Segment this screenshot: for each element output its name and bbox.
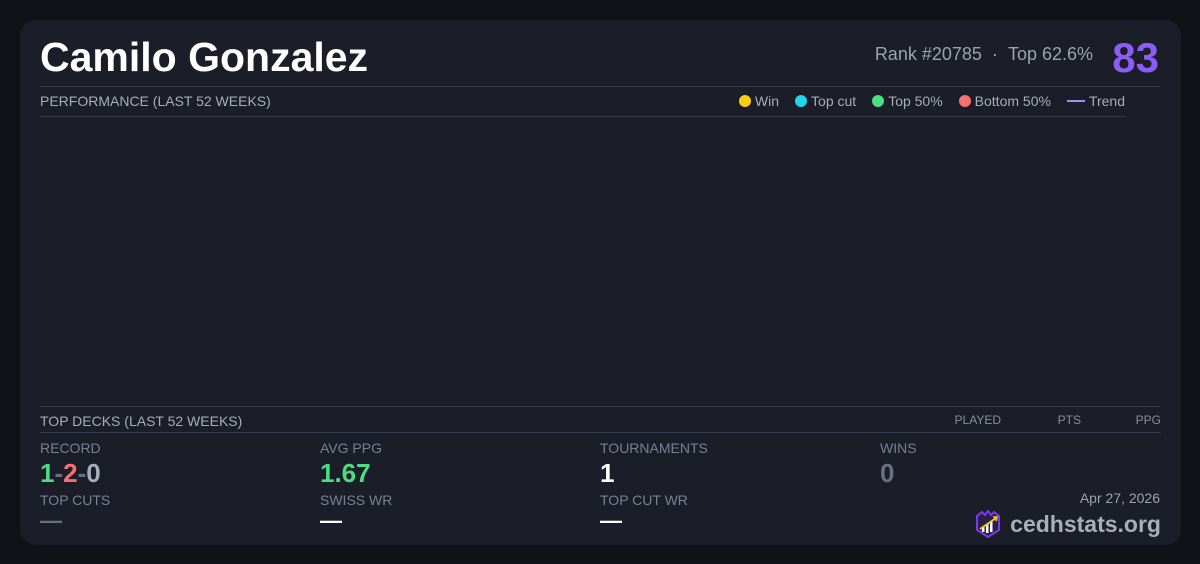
stat-value: — [600,508,622,533]
performance-title: PERFORMANCE (LAST 52 WEEKS) [40,93,271,109]
stat-value: — [320,508,342,533]
legend-bottom-50: Bottom 50% [958,93,1051,109]
player-card: Camilo Gonzalez Rank #20785 · Top 62.6% … [20,20,1181,545]
record-losses: 2 [63,458,78,488]
legend-label: Top cut [811,93,857,109]
stat-tournaments: TOURNAMENTS 1 [600,440,708,489]
legend-label: Top 50% [888,93,943,109]
record-draws: 0 [86,458,101,488]
top-decks-title: TOP DECKS (LAST 52 WEEKS) [40,413,243,429]
stat-top-cut-wr: TOP CUT WR — [600,492,688,534]
stat-label: TOURNAMENTS [600,440,708,456]
divider [40,432,1161,433]
brand-name[interactable]: cedhstats.org [1010,510,1161,537]
legend-trend: Trend [1066,93,1125,109]
player-score: 83 [1112,34,1159,81]
stat-label: AVG PPG [320,440,382,456]
player-name: Camilo Gonzalez [40,34,369,80]
deck-columns: PLAYED PTS PPG [921,413,1161,427]
stat-label: TOP CUTS [40,492,111,508]
win-dot-icon [738,95,751,107]
col-pts: PTS [1057,413,1081,427]
rank-info: Rank #20785 · Top 62.6% [875,44,1093,65]
record-wins: 1 [40,458,55,488]
separator: · [991,44,998,64]
legend-top-50: Top 50% [872,93,943,109]
stat-value: — [40,508,62,533]
stat-label: WINS [880,440,917,456]
divider [40,116,1125,117]
chart-legend: Win Top cut Top 50% Bottom 50% Trend [738,93,1125,109]
legend-label: Trend [1088,93,1125,109]
stat-record: RECORD 1-2-0 [40,440,101,489]
col-ppg: PPG [1135,413,1161,427]
stat-value: 1.67 [320,458,371,488]
trend-line-icon [1066,100,1085,102]
record-sep: - [77,458,87,488]
date: Apr 27, 2026 [1079,490,1160,506]
divider [40,86,1161,87]
stat-swiss-wr: SWISS WR — [320,492,392,534]
col-played: PLAYED [954,413,1001,427]
record-sep: - [54,458,64,488]
performance-chart-area [40,117,1125,405]
rank: Rank #20785 [874,44,982,64]
stat-label: TOP CUT WR [600,492,688,508]
stat-top-cuts: TOP CUTS — [40,492,110,534]
stat-value: 1 [600,458,615,488]
top-50-dot-icon [872,95,885,107]
bottom-50-dot-icon [958,95,971,107]
divider [40,406,1161,407]
legend-label: Bottom 50% [974,93,1051,109]
stat-label: RECORD [40,440,101,456]
legend-top-cut: Top cut [795,93,856,109]
stat-wins: WINS 0 [880,440,917,489]
top-cut-dot-icon [795,95,808,107]
stat-value: 0 [880,458,895,488]
record-value: 1-2-0 [40,458,101,489]
top-percent: Top 62.6% [1007,44,1093,64]
brand: cedhstats.org [974,510,1161,538]
legend-win: Win [738,93,780,109]
legend-label: Win [754,93,780,109]
stat-avg-ppg: AVG PPG 1.67 [320,440,382,489]
cedhstats-logo-icon [976,510,1001,538]
stat-label: SWISS WR [320,492,393,508]
